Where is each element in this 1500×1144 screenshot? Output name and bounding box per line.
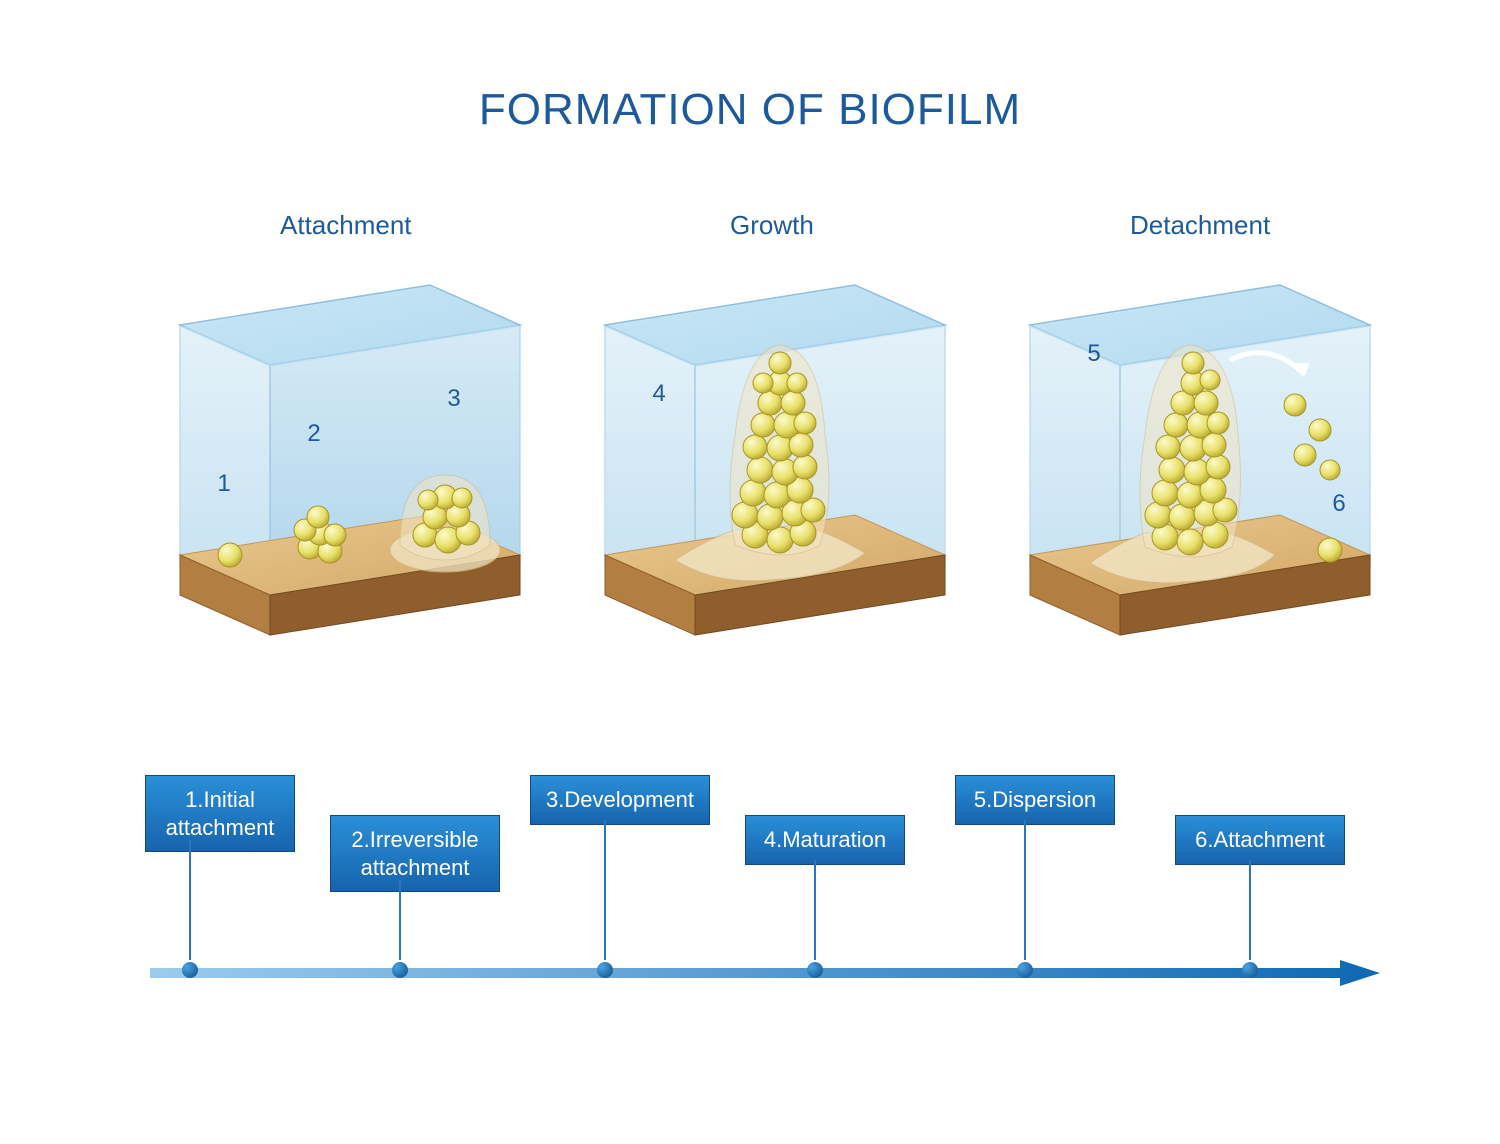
- diagram-title: FORMATION OF BIOFILM: [0, 85, 1500, 135]
- timeline-dot-1: [182, 962, 198, 978]
- step-box-2: 2.Irreversible attachment: [330, 815, 500, 892]
- stage-number-4: 4: [645, 380, 673, 408]
- cube-attachment: [160, 255, 530, 645]
- phase-label-detachment: Detachment: [1130, 210, 1270, 241]
- connector-6: [1249, 860, 1251, 960]
- phase-label-growth: Growth: [730, 210, 814, 241]
- stage-number-6: 6: [1325, 490, 1353, 518]
- phase-label-attachment: Attachment: [280, 210, 412, 241]
- timeline-dot-6: [1242, 962, 1258, 978]
- step-box-1: 1.Initial attachment: [145, 775, 295, 852]
- stage-number-2: 2: [300, 420, 328, 448]
- cube-growth: [585, 255, 955, 645]
- cube-detachment: [1010, 255, 1380, 645]
- stage-number-5: 5: [1080, 340, 1108, 368]
- timeline-dot-4: [807, 962, 823, 978]
- timeline-dot-3: [597, 962, 613, 978]
- step-box-5: 5.Dispersion: [955, 775, 1115, 825]
- step-box-6: 6.Attachment: [1175, 815, 1345, 865]
- stage-number-3: 3: [440, 385, 468, 413]
- connector-4: [814, 860, 816, 960]
- step-box-3: 3.Development: [530, 775, 710, 825]
- timeline-dot-2: [392, 962, 408, 978]
- connector-5: [1024, 820, 1026, 960]
- connector-1: [189, 840, 191, 960]
- connector-3: [604, 820, 606, 960]
- stage-number-1: 1: [210, 470, 238, 498]
- timeline-dot-5: [1017, 962, 1033, 978]
- step-box-4: 4.Maturation: [745, 815, 905, 865]
- connector-2: [399, 880, 401, 960]
- timeline-arrow: [150, 960, 1380, 986]
